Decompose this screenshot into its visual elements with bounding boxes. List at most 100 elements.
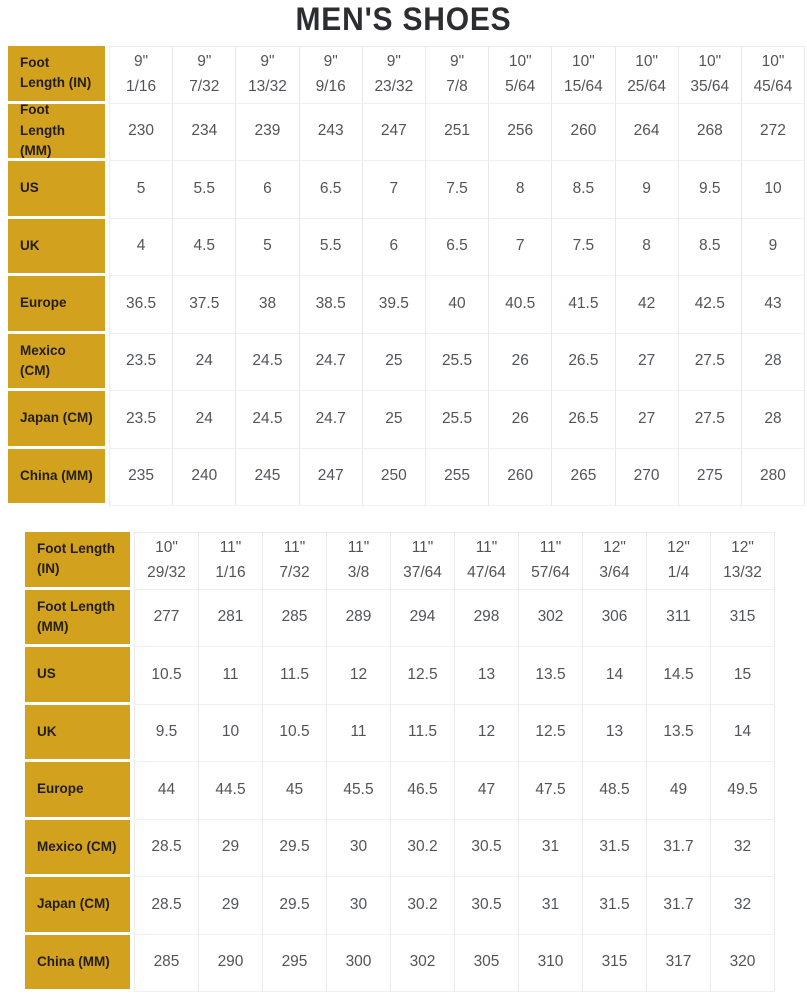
size-value: 9.5: [678, 161, 742, 219]
row-label: China (MM): [8, 448, 105, 503]
size-value: 10: [199, 704, 263, 762]
size-value: 32: [711, 819, 775, 877]
size-value: 44: [134, 762, 199, 820]
size-value: 26.5: [552, 391, 616, 449]
size-value: 8: [489, 161, 553, 219]
row-label: Foot Length (MM): [8, 102, 105, 158]
size-value: 272: [741, 103, 806, 161]
size-value: 30.5: [455, 819, 519, 877]
size-value: 285: [263, 589, 327, 647]
size-value: 13: [583, 704, 647, 762]
size-value: 6: [362, 218, 426, 276]
size-value: 235: [109, 448, 174, 506]
size-value: 41.5: [552, 276, 616, 334]
size-value: 275: [678, 448, 742, 506]
size-value: 260: [489, 448, 553, 506]
size-value: 9.5: [134, 704, 199, 762]
size-value: 31.7: [647, 819, 711, 877]
size-value: 8.5: [552, 161, 616, 219]
size-value: 31.5: [583, 819, 647, 877]
row-label: US: [8, 161, 105, 216]
size-value: 255: [425, 448, 490, 506]
size-value: 10" 29/32: [134, 532, 199, 590]
size-value: 5.5: [299, 218, 363, 276]
table-row: Foot Length (MM) 277 281 285 289 294 298 302 306…: [25, 589, 775, 647]
title-container: MEN'S SHOES: [0, 0, 807, 46]
size-value: 11" 1/16: [199, 532, 263, 590]
size-value: 38: [236, 276, 300, 334]
size-value: 6: [236, 161, 300, 219]
size-value: 47: [455, 762, 519, 820]
row-label-cell: China (MM): [8, 448, 105, 506]
size-value: 280: [741, 448, 806, 506]
size-value: 11.5: [391, 704, 455, 762]
size-value: 47.5: [519, 762, 583, 820]
size-value: 5: [236, 218, 300, 276]
size-value: 30.5: [455, 877, 519, 935]
row-label: UK: [8, 218, 105, 273]
size-table-large-sizes: Foot Length (IN) 10" 29/32 11" 1/16 11" 7/3…: [25, 532, 775, 992]
size-value: 5: [109, 161, 174, 219]
row-label-cell: Japan (CM): [8, 391, 105, 449]
size-value: 29.5: [263, 819, 327, 877]
size-value: 264: [615, 103, 679, 161]
size-value: 11: [199, 647, 263, 705]
row-label: Mexico (CM): [8, 333, 105, 388]
size-value: 311: [647, 589, 711, 647]
size-value: 12" 1/4: [647, 532, 711, 590]
size-value: 29: [199, 877, 263, 935]
size-table-small-sizes: Foot Length (IN) 9" 1/16 9" 7/32 9" 13/32 9"…: [8, 46, 806, 506]
row-label-cell: UK: [25, 704, 130, 762]
row-label-cell: Foot Length (IN): [25, 532, 130, 590]
table-row: Japan (CM) 23.5 24 24.5 24.7 25 25.5 26 26.5 27 27…: [8, 391, 806, 449]
size-value: 310: [519, 934, 583, 992]
size-value: 9" 1/16: [109, 46, 174, 104]
row-label: Japan (CM): [8, 391, 105, 446]
size-value: 11" 37/64: [391, 532, 455, 590]
size-value: 240: [173, 448, 237, 506]
size-value: 11: [327, 704, 391, 762]
size-value: 26: [489, 391, 553, 449]
size-value: 42: [615, 276, 679, 334]
size-value: 14.5: [647, 647, 711, 705]
size-value: 8.5: [678, 218, 742, 276]
size-value: 28: [741, 391, 806, 449]
size-value: 277: [134, 589, 199, 647]
size-value: 44.5: [199, 762, 263, 820]
size-value: 25: [362, 333, 426, 391]
size-value: 24.5: [236, 333, 300, 391]
size-value: 12.5: [391, 647, 455, 705]
size-value: 43: [741, 276, 806, 334]
size-value: 12: [327, 647, 391, 705]
row-label-cell: Foot Length (IN): [8, 46, 105, 104]
row-label-cell: Europe: [25, 762, 130, 820]
size-value: 250: [362, 448, 426, 506]
size-value: 265: [552, 448, 616, 506]
size-value: 31: [519, 819, 583, 877]
size-value: 11" 7/32: [263, 532, 327, 590]
row-label-cell: Mexico (CM): [8, 333, 105, 391]
size-value: 7.5: [425, 161, 490, 219]
size-value: 25: [362, 391, 426, 449]
row-label-cell: Foot Length (MM): [8, 102, 105, 161]
size-value: 13.5: [647, 704, 711, 762]
size-value: 317: [647, 934, 711, 992]
size-value: 42.5: [678, 276, 742, 334]
size-value: 9" 7/8: [425, 46, 490, 104]
size-value: 10.5: [134, 647, 199, 705]
size-value: 26.5: [552, 333, 616, 391]
size-value: 268: [678, 103, 742, 161]
size-value: 285: [134, 934, 199, 992]
size-value: 9: [741, 218, 806, 276]
size-value: 9" 7/32: [173, 46, 237, 104]
size-value: 24.7: [299, 391, 363, 449]
size-value: 11" 3/8: [327, 532, 391, 590]
row-label: Europe: [8, 276, 105, 331]
table-row: Europe 36.5 37.5 38 38.5 39.5 40 40.5 41.5 42 42.5…: [8, 276, 806, 334]
row-label-cell: Mexico (CM): [25, 819, 130, 877]
size-value: 315: [711, 589, 775, 647]
size-value: 48.5: [583, 762, 647, 820]
size-value: 12" 13/32: [711, 532, 775, 590]
size-value: 15: [711, 647, 775, 705]
size-value: 49: [647, 762, 711, 820]
